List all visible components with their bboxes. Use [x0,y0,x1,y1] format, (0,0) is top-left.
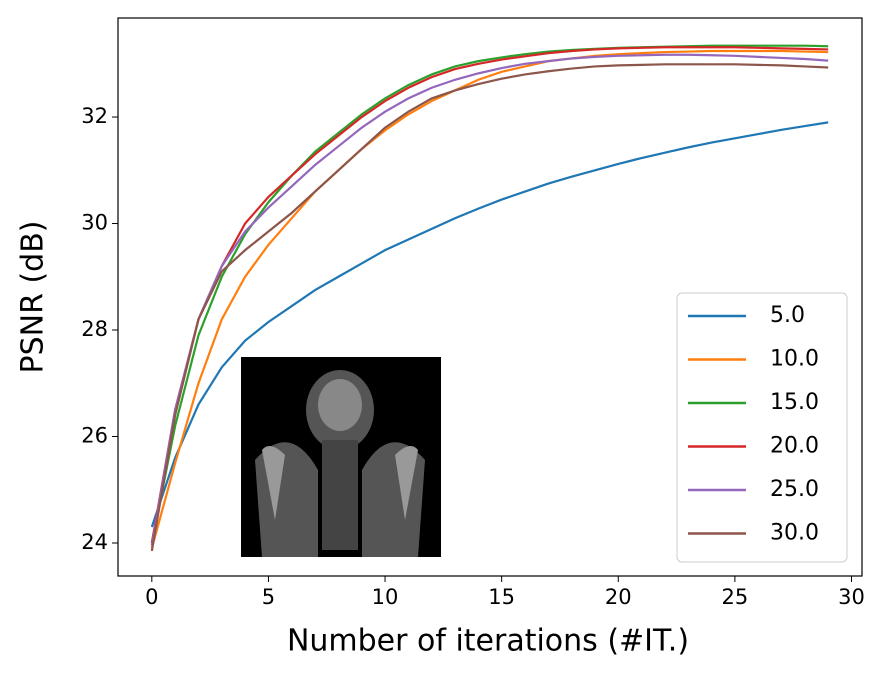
inset-image [241,357,441,557]
x-tick-label: 30 [838,585,865,609]
y-tick-label: 32 [81,104,108,128]
y-tick-label: 26 [81,424,108,448]
legend [676,292,848,563]
line [150,63,829,552]
x-tick-label: 25 [722,585,749,609]
x-tick-label: 20 [605,585,632,609]
x-tick-label: 10 [372,585,399,609]
line [150,46,829,544]
line [150,44,829,544]
legend-label: 5.0 [770,303,805,328]
legend-label: 30.0 [770,521,819,546]
line [150,49,829,549]
legend-label: 10.0 [770,347,819,372]
legend-label: 15.0 [770,390,819,415]
y-axis-label: PSNR (dB) [16,221,51,374]
y-tick-label: 28 [81,317,108,341]
y-tick-label: 30 [81,211,108,235]
line [150,53,829,546]
legend-label: 20.0 [770,434,819,459]
legend-label: 25.0 [770,477,819,502]
x-axis-label: Number of iterations (#IT.) [287,624,689,659]
x-tick-label: 0 [145,585,158,609]
x-tick-label: 15 [488,585,515,609]
line [150,121,829,528]
y-tick-label: 24 [81,530,108,554]
x-tick-label: 5 [262,585,275,609]
